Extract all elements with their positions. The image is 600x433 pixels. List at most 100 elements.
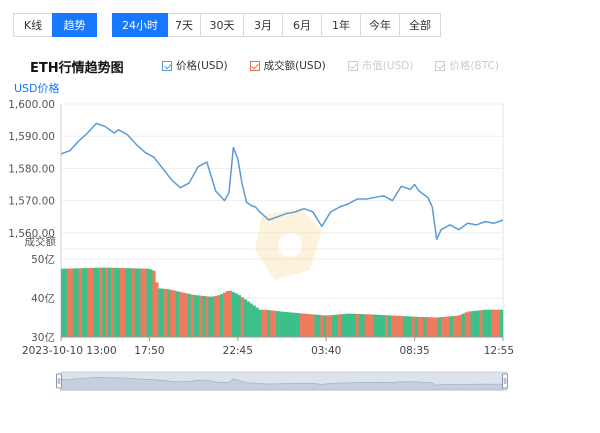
checkbox-icon	[435, 60, 446, 71]
volume-bar	[488, 309, 492, 337]
volume-bar	[143, 268, 147, 337]
volume-bar	[226, 290, 230, 337]
navigator[interactable]	[56, 371, 508, 391]
volume-bar	[172, 290, 177, 337]
price-tick-label: 1,570.00	[8, 196, 55, 208]
range-button-30d[interactable]: 30天	[200, 13, 244, 37]
navigator-right-handle[interactable]	[502, 373, 508, 389]
legend: 价格(USD) 成交额(USD) 市值(USD) 价格(BTC)	[162, 58, 521, 73]
volume-bar	[131, 268, 135, 337]
volume-bar	[87, 268, 91, 337]
volume-bar	[99, 267, 103, 337]
volume-bar	[361, 314, 365, 337]
volume-bar	[208, 296, 212, 337]
volume-bar	[473, 310, 477, 337]
volume-bar	[470, 311, 474, 337]
volume-bar	[305, 313, 309, 337]
volume-bar	[373, 314, 377, 337]
volume-bar	[261, 309, 265, 337]
navigator-series	[60, 376, 504, 391]
volume-bar	[438, 317, 442, 337]
volume-bar	[119, 268, 124, 337]
volume-bar	[308, 314, 312, 337]
range-button-ytd[interactable]: 今年	[360, 13, 400, 37]
legend-label: 成交额(USD)	[263, 60, 326, 72]
volume-bar	[258, 309, 262, 337]
volume-bar	[72, 268, 77, 337]
range-button-6m[interactable]: 6月	[282, 13, 322, 37]
range-button-1y[interactable]: 1年	[321, 13, 361, 37]
volume-bar	[287, 312, 292, 337]
volume-bar	[385, 315, 389, 337]
volume-bar	[317, 314, 321, 337]
volume-bar	[314, 314, 318, 337]
legend-item-marketcap-usd[interactable]: 市值(USD)	[347, 58, 413, 73]
volume-bar	[405, 316, 410, 337]
volume-bar	[497, 309, 501, 337]
watermark-logo-icon	[255, 208, 322, 280]
mode-button-kline[interactable]: K线	[13, 13, 53, 37]
volume-bar	[282, 311, 286, 337]
volume-tick-label: 40亿	[31, 292, 55, 305]
range-button-24h[interactable]: 24小时	[112, 13, 168, 37]
volume-bar	[69, 268, 74, 337]
volume-bar	[175, 291, 180, 337]
volume-bar	[461, 313, 465, 337]
x-tick-label: 2023-10-10 13:00	[22, 345, 117, 357]
volume-bar	[75, 268, 79, 337]
volume-bar	[337, 314, 342, 337]
volume-bar	[449, 316, 454, 337]
volume-bar	[105, 267, 109, 337]
volume-bar	[237, 295, 242, 337]
volume-bar	[249, 303, 253, 337]
volume-bar	[429, 317, 433, 337]
legend-label: 价格(USD)	[176, 60, 228, 72]
legend-label: 价格(BTC)	[449, 60, 499, 72]
legend-item-price-btc[interactable]: 价格(BTC)	[435, 58, 499, 73]
volume-bar	[464, 312, 468, 337]
volume-bar	[167, 289, 171, 337]
volume-tick-label: 50亿	[31, 253, 55, 266]
volume-bar	[367, 314, 371, 337]
mode-button-trend[interactable]: 趋势	[52, 13, 97, 37]
volume-bar	[231, 292, 236, 337]
volume-bar	[376, 314, 380, 337]
range-toggle: 24小时 7天 30天 3月 6月 1年 今年 全部	[112, 13, 441, 37]
volume-bar	[370, 314, 374, 337]
range-button-all[interactable]: 全部	[399, 13, 441, 37]
volume-bar	[122, 268, 127, 337]
volume-bar	[93, 267, 97, 337]
volume-bar	[152, 270, 156, 337]
volume-bar	[358, 314, 362, 337]
volume-bar	[323, 315, 327, 337]
volume-bar	[447, 316, 451, 337]
volume-bar	[467, 311, 471, 337]
volume-bar	[240, 297, 244, 337]
volume-bar	[243, 299, 247, 337]
volume-bar	[252, 305, 256, 337]
legend-item-volume-usd[interactable]: 成交额(USD)	[249, 58, 326, 73]
volume-bar	[264, 309, 268, 337]
navigator-left-handle[interactable]	[56, 373, 62, 389]
volume-bar	[393, 315, 398, 337]
volume-bar	[296, 313, 300, 337]
volume-bar	[196, 295, 200, 337]
volume-bar	[61, 268, 65, 337]
volume-bar	[500, 309, 504, 337]
volume-bar	[444, 316, 448, 337]
volume-axis-label: 成交额	[25, 235, 57, 248]
volume-bar	[187, 293, 191, 337]
checkbox-icon	[162, 60, 172, 71]
x-tick-label: 08:35	[399, 345, 429, 357]
volume-bar	[276, 311, 280, 337]
volume-bar	[494, 309, 498, 337]
volume-bar	[326, 315, 330, 337]
volume-bar	[388, 315, 392, 337]
volume-bar	[111, 267, 115, 337]
mode-toggle: K线 趋势	[13, 13, 97, 37]
volume-bar	[364, 314, 368, 337]
price-tick-label: 1,580.00	[8, 163, 55, 175]
legend-item-price-usd[interactable]: 价格(USD)	[162, 58, 228, 73]
volume-bar	[411, 316, 415, 337]
